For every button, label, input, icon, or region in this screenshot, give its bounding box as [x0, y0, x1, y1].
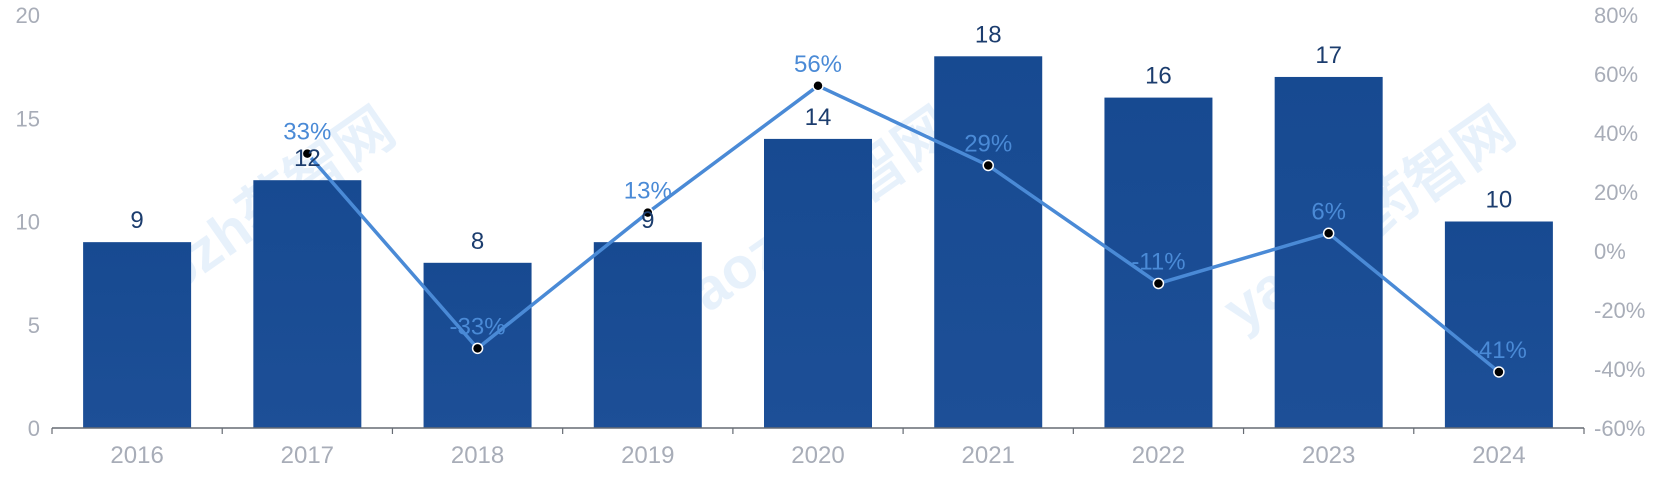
- bar-value-label: 9: [641, 207, 654, 234]
- line-series: [301, 80, 1505, 378]
- y-left-tick-label: 0: [28, 416, 40, 441]
- x-tick-label: 2018: [451, 442, 504, 469]
- bar-value-label: 14: [805, 104, 832, 131]
- bar-2016: [83, 242, 192, 428]
- bar-value-label: 16: [1145, 63, 1172, 90]
- x-tick-label: 2017: [281, 442, 334, 469]
- x-tick-label: 2024: [1472, 442, 1525, 469]
- y-right-tick-label: -60%: [1594, 416, 1645, 441]
- bar-2020: [764, 138, 872, 428]
- axes: 2016 2017 2018 2019 2020 2021 2022 2023 20240510…: [16, 3, 1646, 469]
- growth-line: [306, 84, 1500, 374]
- bar-value-label: 18: [975, 21, 1002, 48]
- growth-point-2019: [642, 206, 654, 219]
- bar-2019: [593, 242, 702, 428]
- y-right-tick-label: 20%: [1594, 180, 1638, 205]
- y-right-tick-label: 0%: [1594, 239, 1626, 264]
- bar-2023: [1274, 76, 1383, 428]
- bar-series: [83, 56, 1553, 429]
- y-right-tick-label: 40%: [1594, 121, 1638, 146]
- growth-point-2017: [301, 147, 314, 160]
- growth-point-2018: [471, 342, 484, 355]
- x-tick-label: 2016: [110, 442, 163, 469]
- y-left-tick-label: 20: [16, 3, 40, 28]
- x-tick-label: 2019: [621, 442, 674, 469]
- growth-value-label: 56%: [794, 51, 842, 78]
- y-left-tick-label: 15: [16, 106, 40, 131]
- growth-point-2021: [982, 159, 994, 172]
- x-tick-label: 2020: [791, 442, 844, 469]
- bar-value-label: 8: [471, 228, 484, 255]
- growth-value-label: 33%: [283, 119, 331, 146]
- bar-2022: [1104, 97, 1213, 428]
- bar-2017: [253, 180, 362, 428]
- growth-point-2023: [1322, 227, 1335, 240]
- growth-value-label: 6%: [1311, 198, 1346, 225]
- x-tick-label: 2021: [962, 442, 1015, 469]
- bar-value-label: 9: [130, 207, 143, 234]
- bar-value-label: 12: [294, 145, 321, 172]
- bar-value-label: 10: [1486, 187, 1513, 214]
- bar-2024: [1444, 221, 1553, 428]
- y-right-tick-label: 60%: [1594, 62, 1638, 87]
- growth-value-label: -41%: [1471, 337, 1527, 364]
- bar-value-label: 17: [1315, 42, 1342, 69]
- growth-value-label: 13%: [624, 178, 672, 205]
- growth-point-2024: [1493, 366, 1505, 378]
- y-left-tick-label: 5: [28, 313, 40, 338]
- y-right-tick-label: 80%: [1594, 3, 1638, 28]
- y-right-tick-label: -40%: [1594, 357, 1645, 382]
- y-right-tick-label: -20%: [1594, 298, 1645, 323]
- bar-2021: [934, 56, 1043, 429]
- growth-point-2022: [1152, 277, 1165, 290]
- y-left-tick-label: 10: [16, 210, 40, 235]
- x-tick-label: 2022: [1132, 442, 1185, 469]
- growth-value-label: -11%: [1131, 248, 1185, 275]
- growth-value-label: 29%: [964, 130, 1012, 157]
- x-tick-label: 2023: [1302, 442, 1355, 469]
- growth-value-label: -33%: [450, 313, 506, 340]
- data-labels: 9 12 8 9 14 18 16 17 10 33% -33% 13% 56% 29% -11% 6% -41…: [130, 21, 1526, 364]
- growth-point-2020: [812, 80, 824, 92]
